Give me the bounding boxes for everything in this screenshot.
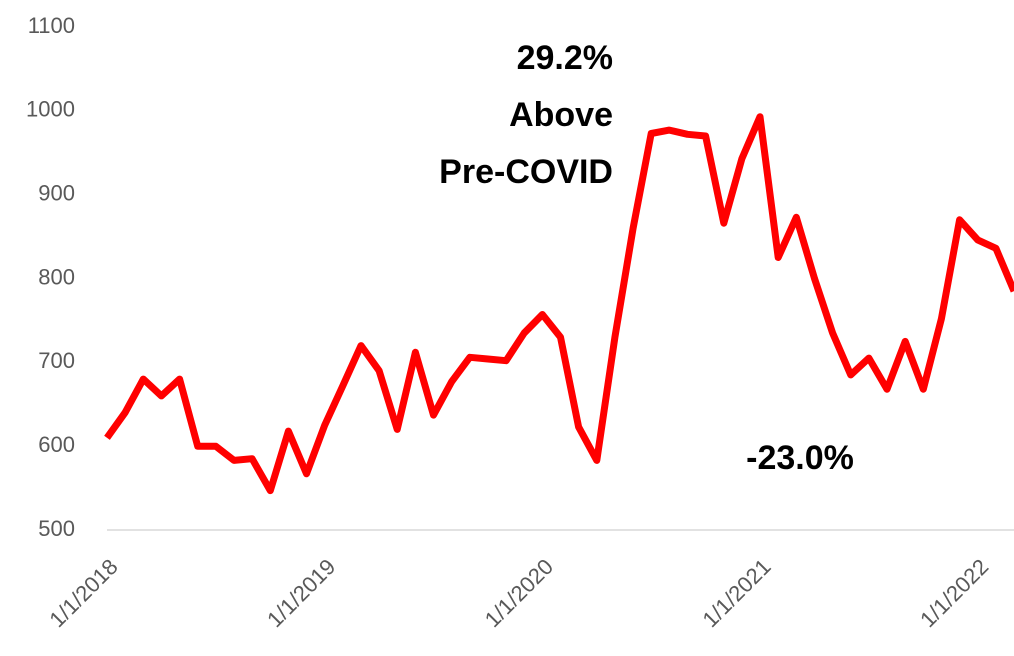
y-tick-label: 500 [38, 516, 75, 541]
y-tick-label: 900 [38, 180, 75, 205]
line-series [104, 113, 1014, 495]
y-tick-label: 700 [38, 348, 75, 373]
x-tick-label: 1/1/2021 [697, 554, 775, 632]
y-tick-label: 1100 [28, 13, 75, 38]
x-tick-label: 1/1/2022 [915, 554, 993, 632]
x-tick-label: 1/1/2019 [262, 554, 340, 632]
x-tick-label: 1/1/2020 [480, 554, 558, 632]
y-tick-label: 800 [38, 264, 75, 289]
annotation: Above [509, 96, 613, 134]
y-tick-label: 1000 [26, 97, 75, 122]
x-tick-label: 1/1/2018 [44, 554, 122, 632]
y-tick-label: 600 [38, 432, 75, 457]
annotation: Pre-COVID [439, 153, 613, 191]
annotation: 29.2% [517, 39, 613, 77]
annotation: -23.0% [746, 439, 854, 477]
